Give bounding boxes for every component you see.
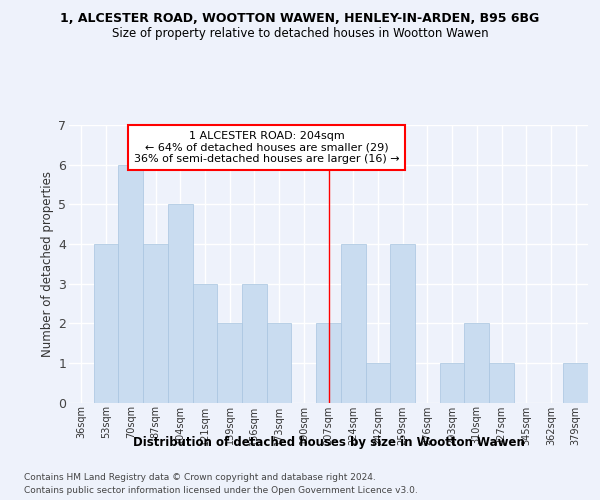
Bar <box>365 363 390 403</box>
Bar <box>242 284 267 403</box>
Text: Distribution of detached houses by size in Wootton Wawen: Distribution of detached houses by size … <box>133 436 525 449</box>
Bar <box>390 244 415 402</box>
Bar <box>143 244 168 402</box>
Bar <box>118 164 143 402</box>
Text: Contains public sector information licensed under the Open Government Licence v3: Contains public sector information licen… <box>24 486 418 495</box>
Bar <box>94 244 118 402</box>
Text: 1, ALCESTER ROAD, WOOTTON WAWEN, HENLEY-IN-ARDEN, B95 6BG: 1, ALCESTER ROAD, WOOTTON WAWEN, HENLEY-… <box>61 12 539 26</box>
Bar <box>217 323 242 402</box>
Bar <box>267 323 292 402</box>
Text: Size of property relative to detached houses in Wootton Wawen: Size of property relative to detached ho… <box>112 28 488 40</box>
Bar <box>440 363 464 403</box>
Text: 1 ALCESTER ROAD: 204sqm
← 64% of detached houses are smaller (29)
36% of semi-de: 1 ALCESTER ROAD: 204sqm ← 64% of detache… <box>134 131 400 164</box>
Text: Contains HM Land Registry data © Crown copyright and database right 2024.: Contains HM Land Registry data © Crown c… <box>24 472 376 482</box>
Bar <box>341 244 365 402</box>
Bar <box>316 323 341 402</box>
Bar <box>193 284 217 403</box>
Bar <box>563 363 588 403</box>
Bar <box>489 363 514 403</box>
Bar <box>464 323 489 402</box>
Y-axis label: Number of detached properties: Number of detached properties <box>41 171 54 357</box>
Bar <box>168 204 193 402</box>
